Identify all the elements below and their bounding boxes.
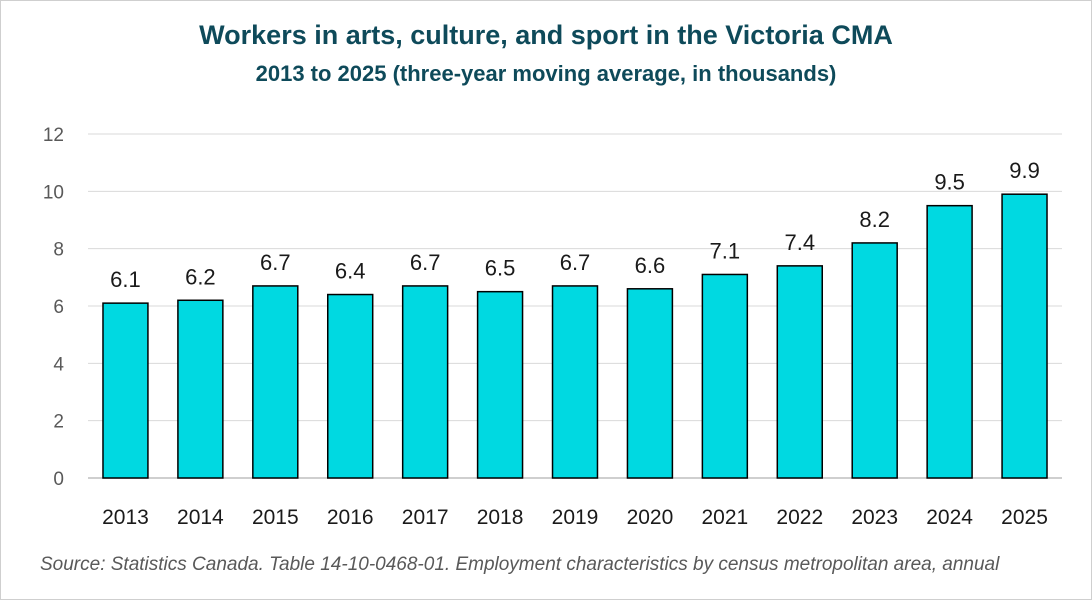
data-label: 6.6 <box>635 253 666 278</box>
data-label: 6.5 <box>485 256 516 281</box>
bar <box>926 204 973 479</box>
x-tick-label: 2017 <box>402 506 449 529</box>
y-tick-label: 10 <box>43 182 64 203</box>
x-tick-label: 2016 <box>327 506 374 529</box>
x-tick-label: 2023 <box>851 506 898 529</box>
bar <box>327 293 374 479</box>
x-tick-label: 2014 <box>177 506 224 529</box>
bar <box>701 273 749 479</box>
bar <box>551 285 599 479</box>
bar <box>626 288 674 479</box>
x-tick-label: 2018 <box>477 506 524 529</box>
data-label: 7.4 <box>784 230 815 255</box>
data-label: 8.2 <box>859 207 890 232</box>
data-label: 6.1 <box>110 267 141 292</box>
data-label: 7.1 <box>710 238 741 263</box>
x-tick-label: 2022 <box>776 506 823 529</box>
source-note: Source: Statistics Canada. Table 14-10-0… <box>40 554 1000 575</box>
data-label: 9.9 <box>1009 158 1040 183</box>
data-label: 6.2 <box>185 264 216 289</box>
y-tick-label: 12 <box>43 125 64 146</box>
bar <box>102 302 149 479</box>
x-tick-label: 2015 <box>252 506 299 529</box>
bar <box>776 265 823 479</box>
x-tick-label: 2020 <box>627 506 674 529</box>
bar <box>401 285 449 479</box>
data-label: 6.7 <box>560 250 591 275</box>
x-tick-label: 2024 <box>926 506 973 529</box>
y-tick-label: 2 <box>53 412 64 433</box>
chart-title: Workers in arts, culture, and sport in t… <box>199 20 893 50</box>
y-tick-label: 0 <box>53 469 64 490</box>
bar <box>851 242 898 479</box>
bar <box>476 290 524 479</box>
x-tick-label: 2013 <box>102 506 149 529</box>
chart-subtitle: 2013 to 2025 (three-year moving average,… <box>255 61 837 86</box>
y-tick-label: 8 <box>53 240 64 261</box>
y-tick-label: 4 <box>53 354 64 375</box>
data-label: 6.7 <box>410 250 441 275</box>
bar <box>1001 193 1048 479</box>
data-label: 9.5 <box>934 170 965 195</box>
x-tick-label: 2025 <box>1001 506 1048 529</box>
y-tick-label: 6 <box>53 297 64 318</box>
data-label: 6.4 <box>335 259 366 284</box>
x-tick-label: 2021 <box>701 506 748 529</box>
bar <box>252 285 299 479</box>
x-tick-label: 2019 <box>552 506 599 529</box>
bar <box>177 299 224 479</box>
data-label: 6.7 <box>260 250 291 275</box>
